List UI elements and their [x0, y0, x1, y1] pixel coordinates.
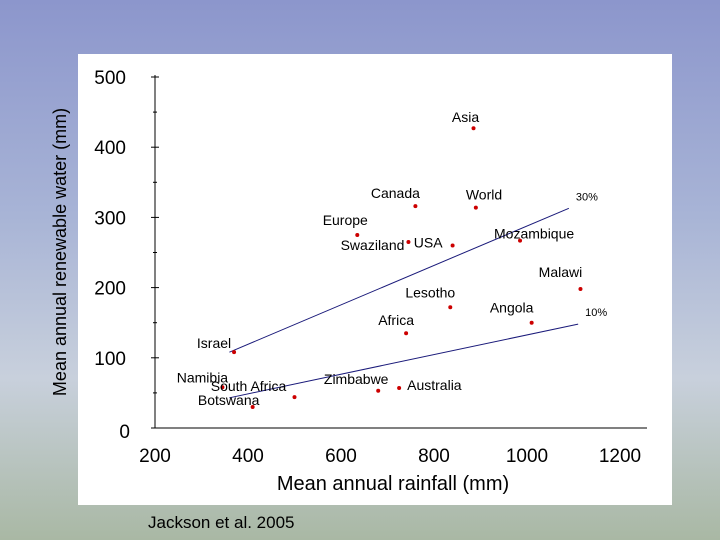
data-point: [355, 232, 360, 237]
data-point-label: Mozambique: [494, 226, 574, 242]
data-point-label: USA: [414, 234, 443, 250]
data-point: [250, 404, 255, 409]
data-point-label: Swaziland: [341, 237, 405, 253]
data-point-label: Asia: [452, 109, 479, 125]
y-tick-label: 300: [94, 208, 126, 229]
data-points: Asia Canada World Europe Swaziland USA Mozambi…: [177, 109, 583, 409]
y-tick-label: 400: [94, 138, 126, 159]
data-point: [450, 243, 455, 248]
data-point-label: Africa: [378, 312, 414, 328]
data-point: [292, 395, 297, 400]
data-point: [406, 239, 411, 244]
data-point: [518, 238, 523, 243]
data-point-label: Canada: [371, 185, 420, 201]
reference-line-label: 30%: [576, 191, 598, 203]
data-point-label: Lesotho: [405, 284, 455, 300]
data-point: [413, 204, 418, 209]
data-point: [529, 320, 534, 325]
x-tick-label: 200: [139, 446, 171, 467]
data-point: [404, 331, 409, 336]
data-point: [220, 385, 225, 390]
x-tick-label: 1000: [506, 446, 548, 467]
x-tick-label: 400: [232, 446, 264, 467]
y-tick-label: 0: [119, 422, 130, 443]
data-point-label: Malawi: [539, 264, 583, 280]
y-tick-label: 500: [94, 68, 126, 89]
data-point-label: Israel: [197, 335, 231, 351]
data-point-label: World: [466, 187, 502, 203]
data-point: [376, 388, 381, 393]
x-axis-label: Mean annual rainfall (mm): [277, 473, 509, 495]
reference-line: [229, 207, 570, 353]
data-point: [473, 205, 478, 210]
y-axis-label: Mean annual renewable water (mm): [50, 108, 70, 396]
data-point: [448, 305, 453, 310]
data-point: [232, 350, 237, 355]
data-point-label: Angola: [490, 300, 534, 316]
data-point: [578, 287, 583, 292]
data-point-label: Europe: [323, 212, 368, 228]
x-ticks: 200 400 600 800 1000 1200: [139, 446, 641, 467]
data-point-label: South Africa: [211, 378, 287, 394]
x-tick-label: 600: [325, 446, 357, 467]
data-point: [397, 385, 402, 390]
y-ticks: 0 100 200 300 400 500: [94, 68, 159, 443]
x-tick-label: 1200: [599, 446, 641, 467]
y-tick-label: 100: [94, 349, 126, 370]
axes: [154, 75, 647, 429]
data-point-label: Australia: [407, 377, 462, 393]
source-citation: Jackson et al. 2005: [148, 513, 294, 532]
data-point: [471, 126, 476, 131]
reference-line-label: 10%: [585, 307, 607, 319]
reference-line: [229, 323, 579, 399]
y-tick-label: 200: [94, 279, 126, 300]
data-point-label: Namibia: [177, 369, 229, 385]
x-tick-label: 800: [418, 446, 450, 467]
data-point-label: Zimbabwe: [324, 371, 389, 387]
data-point-label: Botswana: [198, 392, 260, 408]
plot-panel: [78, 54, 672, 505]
reference-lines: 30% 10%: [229, 191, 607, 399]
